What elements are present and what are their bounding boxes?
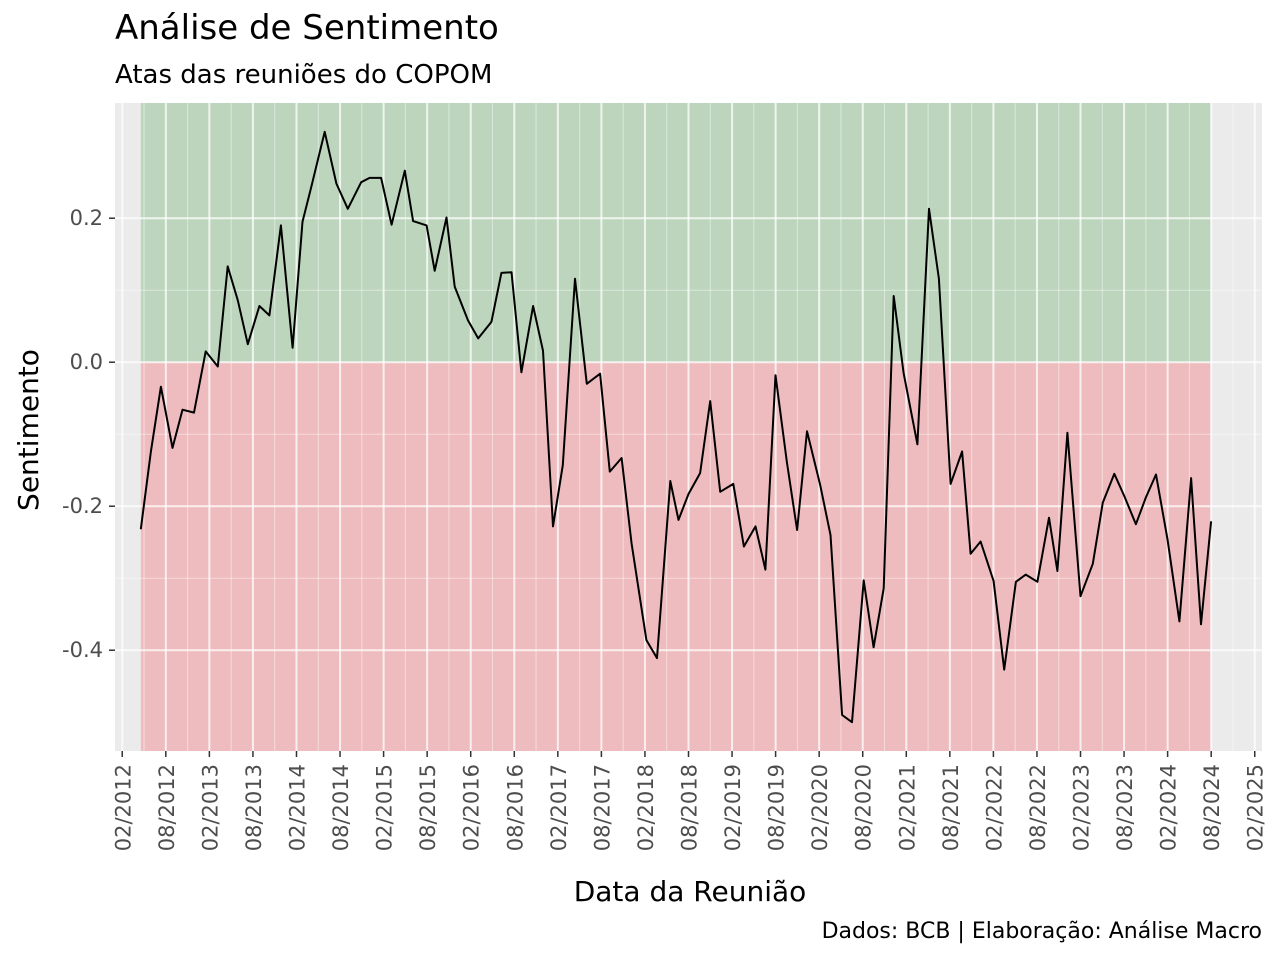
- x-tick-label: 02/2025: [1244, 764, 1268, 851]
- x-tick-label: 02/2017: [547, 764, 571, 851]
- x-tick-label: 02/2019: [721, 764, 745, 851]
- x-tick-label: 08/2014: [329, 764, 353, 851]
- x-tick-label: 02/2023: [1070, 764, 1094, 851]
- y-axis-label: Sentimento: [12, 349, 45, 511]
- x-tick-label: 08/2018: [678, 764, 702, 851]
- x-tick-label: 08/2019: [765, 764, 789, 851]
- sentiment-line: [139, 130, 1213, 724]
- chart-subtitle: Atas das reuniões do COPOM: [115, 60, 493, 90]
- x-tick-label: 02/2015: [373, 764, 397, 851]
- x-tick-label: 02/2020: [808, 764, 832, 851]
- negative-sentiment-region: [140, 362, 1212, 751]
- x-tick-label: 02/2013: [198, 764, 222, 851]
- x-tick-label: 02/2016: [460, 764, 484, 851]
- sentiment-regions: [140, 103, 1212, 751]
- chart-title: Análise de Sentimento: [115, 8, 499, 48]
- x-tick-label: 02/2018: [634, 764, 658, 851]
- x-tick-label: 08/2017: [590, 764, 614, 851]
- x-axis: 02/2012 08/2012 02/2013 08/2013 02/2014 08/20…: [111, 751, 1268, 851]
- y-tick-label: -0.2: [62, 494, 103, 518]
- x-tick-label: 02/2012: [111, 764, 135, 851]
- x-tick-label: 08/2022: [1026, 764, 1050, 851]
- x-axis-label: Data da Reunião: [574, 875, 807, 908]
- x-tick-label: 08/2012: [155, 764, 179, 851]
- x-tick-label: 08/2016: [503, 764, 527, 851]
- x-tick-label: 08/2013: [242, 764, 266, 851]
- chart-caption: Dados: BCB | Elaboração: Análise Macro: [821, 919, 1262, 944]
- x-tick-label: 02/2022: [982, 764, 1006, 851]
- x-tick-label: 08/2021: [939, 764, 963, 851]
- x-tick-label: 08/2024: [1200, 764, 1224, 851]
- x-tick-label: 02/2024: [1157, 764, 1181, 851]
- y-tick-label: 0.2: [70, 206, 103, 230]
- x-tick-label: 02/2021: [895, 764, 919, 851]
- x-tick-label: 02/2014: [285, 764, 309, 851]
- y-tick-label: 0.0: [70, 350, 103, 374]
- gridlines: [115, 103, 1262, 751]
- y-axis: 0.2 0.0 -0.2 -0.4: [62, 206, 115, 662]
- positive-sentiment-region: [140, 103, 1212, 363]
- y-tick-label: -0.4: [62, 638, 103, 662]
- x-tick-label: 08/2020: [852, 764, 876, 851]
- x-tick-label: 08/2015: [416, 764, 440, 851]
- x-tick-label: 08/2023: [1113, 764, 1137, 851]
